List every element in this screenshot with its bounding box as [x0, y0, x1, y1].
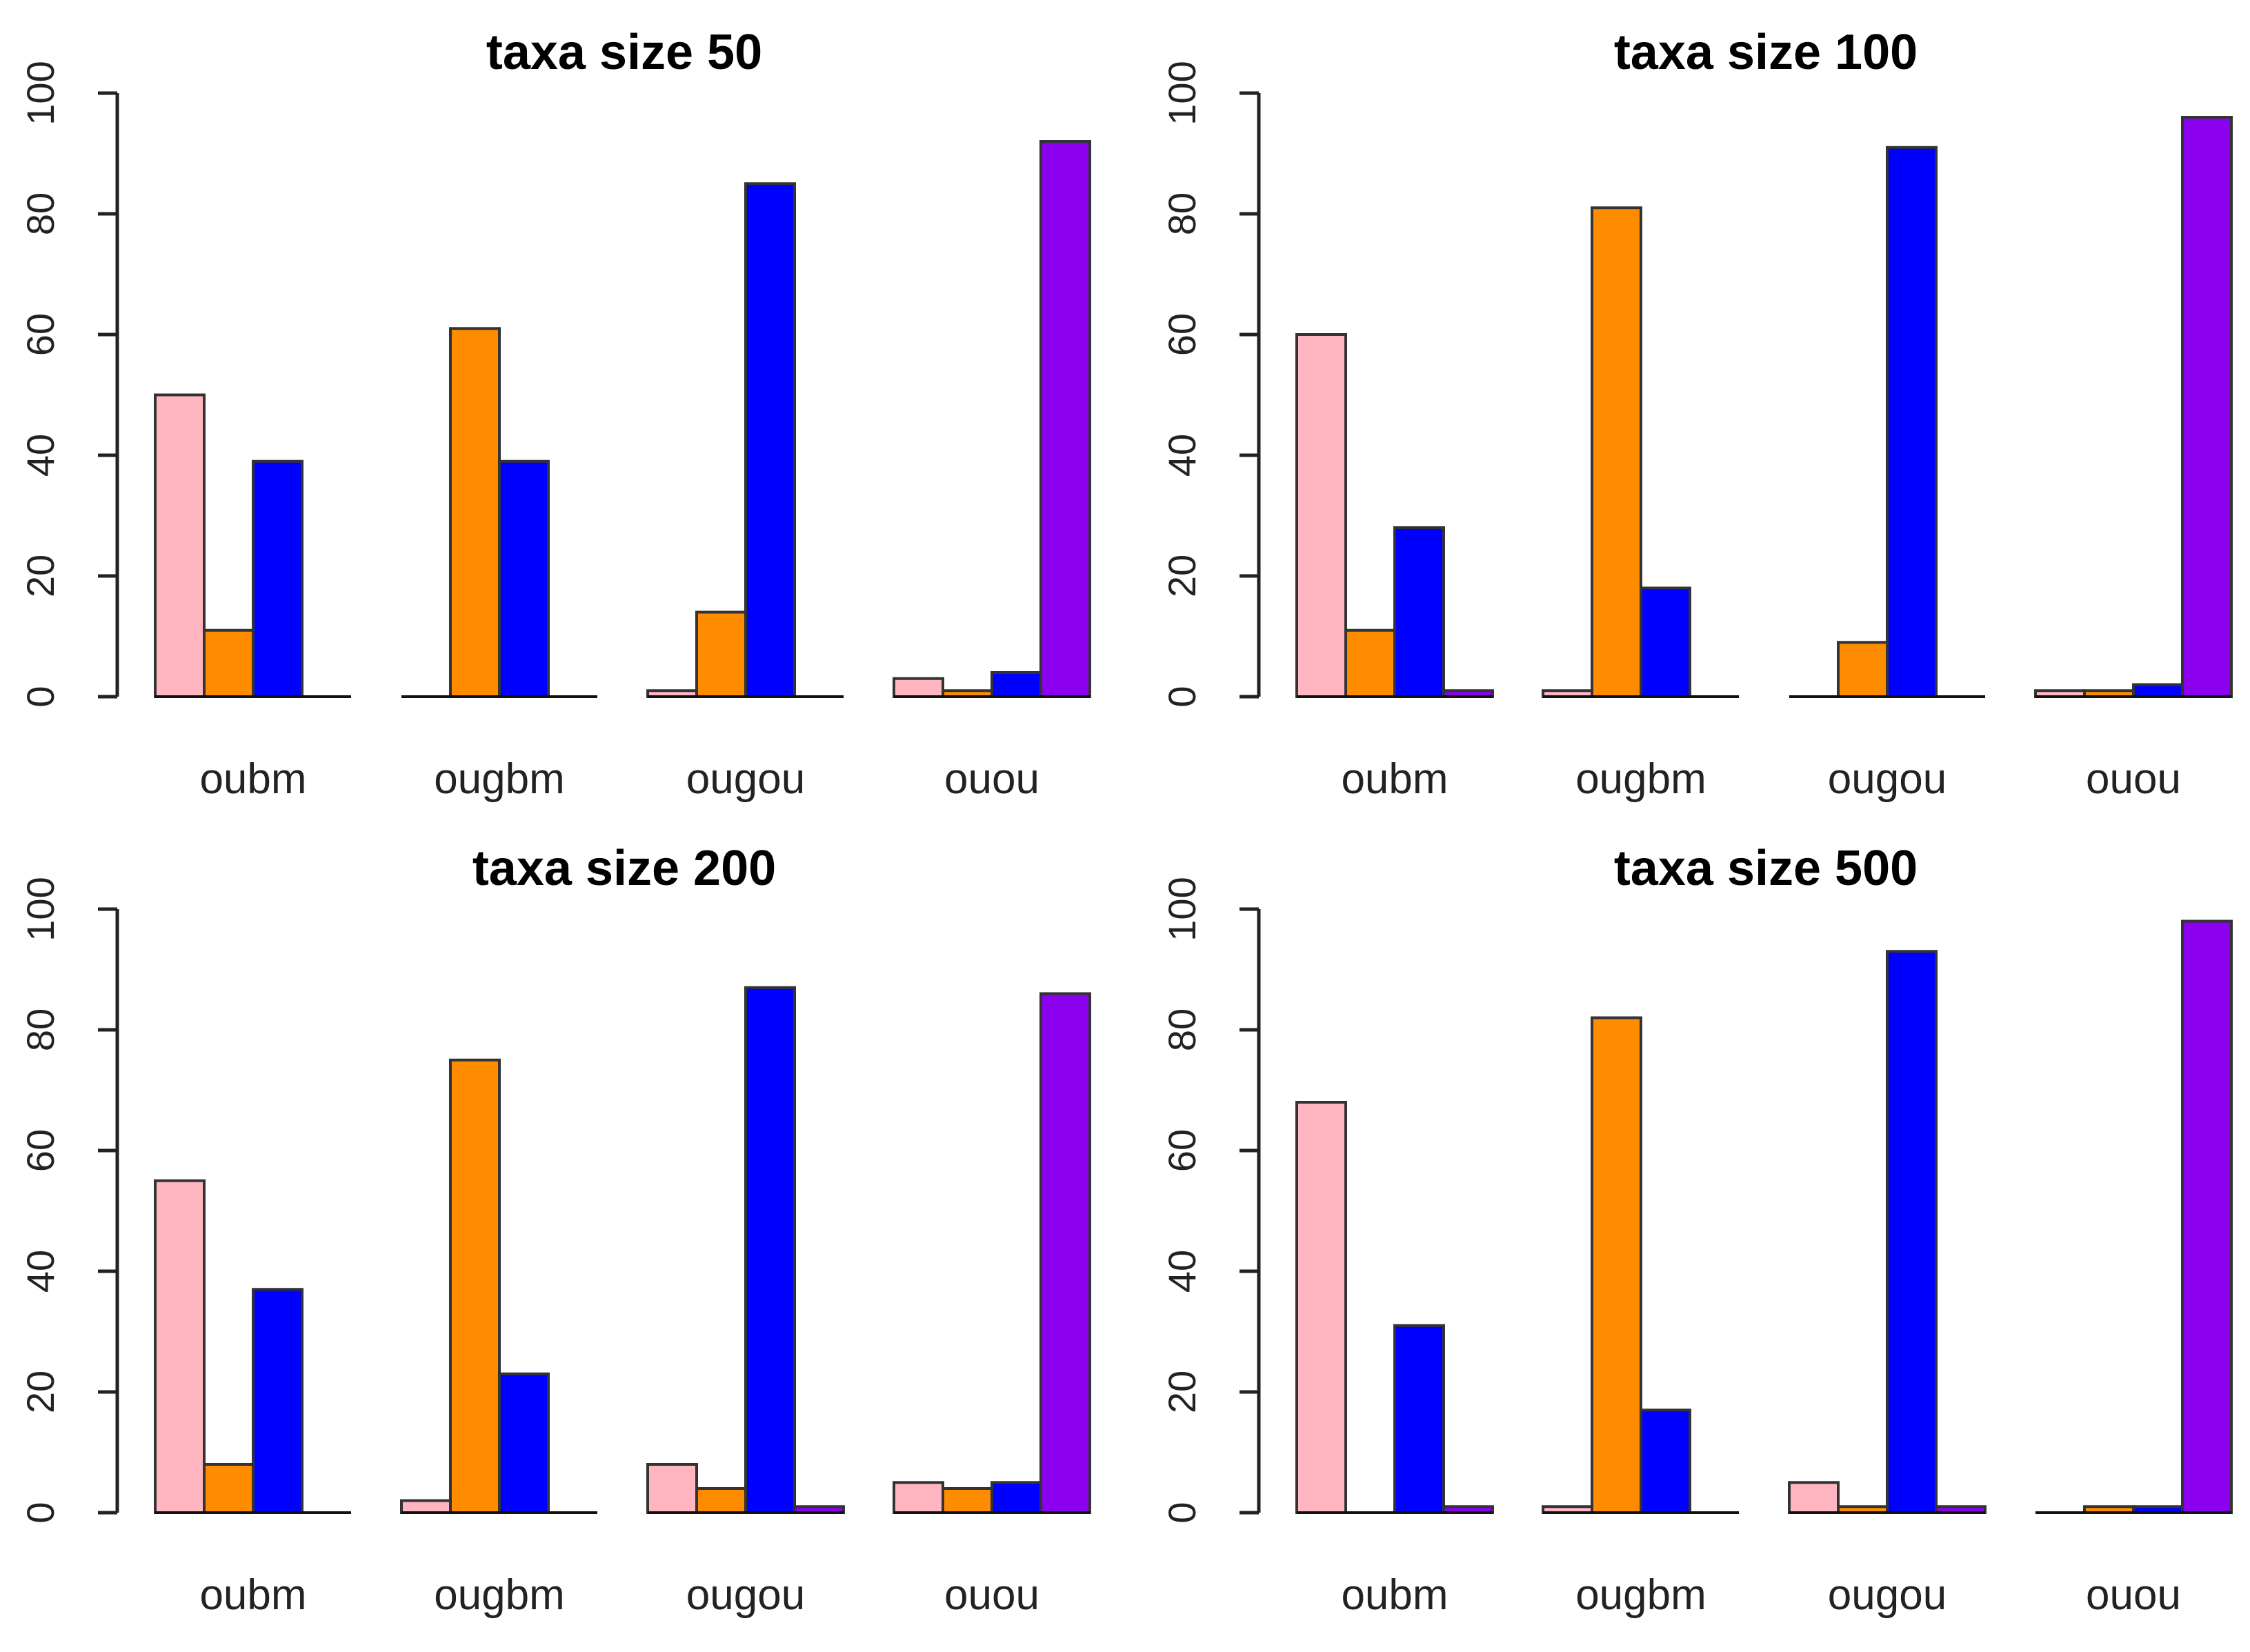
y-tick-label: 100 [19, 877, 62, 941]
bar-ougbm-s1 [400, 1499, 452, 1514]
category-label-ougou: ougou [686, 1571, 805, 1619]
bar-ougou-s1 [1788, 1481, 1840, 1514]
bar-ouou-s4 [2181, 919, 2233, 1514]
bar-ouou-s3 [990, 1481, 1042, 1514]
y-tick-label: 60 [1160, 1129, 1204, 1172]
bar-oubm-s1 [1295, 333, 1347, 698]
y-tick-label: 40 [19, 1250, 62, 1293]
category-label-ougbm: ougbm [434, 755, 565, 803]
chart-panel-1: taxa size 50 0 20 40 60 80 100 oubm ougbm ougou ou… [19, 25, 1091, 803]
chart-title: taxa size 200 [472, 841, 776, 896]
bar-ougou-s1 [646, 1463, 698, 1514]
bar-oubm-s2 [203, 1463, 255, 1514]
bar-ougou-s3 [744, 182, 796, 698]
bar-ougou-s2 [1837, 641, 1889, 698]
category-label-oubm: oubm [1341, 755, 1448, 803]
y-tick-label: 20 [1160, 555, 1204, 597]
y-tick-label: 60 [19, 313, 62, 356]
y-tick-label: 80 [19, 1008, 62, 1051]
bar-ougbm-s3 [1640, 586, 1691, 698]
bar-ouou-s1 [893, 677, 944, 698]
chart-title: taxa size 500 [1614, 841, 1918, 896]
y-tick-label: 60 [1160, 313, 1204, 356]
bar-ougbm-s2 [449, 327, 501, 698]
bar-ougbm-s2 [449, 1058, 501, 1514]
chart-panel-3: taxa size 200 0 20 40 60 80 100 oubm ougbm ougou o… [19, 841, 1091, 1619]
y-tick-label: 40 [1160, 1250, 1204, 1293]
bar-oubm-s3 [1393, 1324, 1445, 1514]
y-tick-label: 20 [1160, 1371, 1204, 1413]
category-label-oubm: oubm [1341, 1571, 1448, 1619]
y-tick-label: 20 [19, 1371, 62, 1413]
bar-oubm-s1 [1295, 1101, 1347, 1514]
category-label-ouou: ouou [944, 1571, 1039, 1619]
category-label-ougbm: ougbm [434, 1571, 565, 1619]
y-tick-label: 100 [1160, 61, 1204, 125]
bar-oubm-s1 [154, 1179, 206, 1514]
category-label-ouou: ouou [2086, 1571, 2181, 1619]
category-label-ougou: ougou [686, 755, 805, 803]
y-tick-label: 100 [1160, 877, 1204, 941]
y-tick-label: 100 [19, 61, 62, 125]
bar-ouou-s1 [893, 1481, 944, 1514]
bar-oubm-s2 [1344, 628, 1396, 698]
bar-oubm-s3 [1393, 526, 1445, 698]
chart-panel-2: taxa size 100 0 20 40 60 80 100 oubm ougbm ougou o… [1160, 25, 2233, 803]
bar-oubm-s3 [252, 1288, 303, 1514]
bar-ougou-s3 [744, 986, 796, 1514]
chart-title: taxa size 50 [486, 25, 762, 80]
y-tick-label: 40 [19, 434, 62, 477]
y-tick-label: 0 [19, 686, 62, 707]
chart-panel-4: taxa size 500 0 20 40 60 80 100 oubm ougbm ougou o… [1160, 841, 2233, 1619]
bar-oubm-s3 [252, 459, 303, 698]
y-tick-label: 20 [19, 555, 62, 597]
bar-ougou-s3 [1886, 146, 1938, 698]
y-tick-label: 0 [1160, 1502, 1204, 1523]
bar-ougou-s2 [695, 610, 747, 698]
bar-ouou-s4 [2181, 116, 2233, 698]
bar-ougbm-s3 [498, 1372, 550, 1514]
bar-ougbm-s2 [1591, 206, 1642, 698]
bar-ouou-s3 [990, 671, 1042, 698]
category-label-ouou: ouou [2086, 755, 2181, 803]
bar-ougbm-s2 [1591, 1016, 1642, 1514]
y-tick-label: 80 [19, 192, 62, 235]
bar-ougou-s3 [1886, 950, 1938, 1514]
category-label-oubm: oubm [199, 1571, 306, 1619]
y-tick-label: 40 [1160, 434, 1204, 477]
bar-ougou-s2 [695, 1487, 747, 1514]
y-tick-label: 0 [1160, 686, 1204, 707]
category-label-ougou: ougou [1828, 1571, 1947, 1619]
chart-title: taxa size 100 [1614, 25, 1918, 80]
y-tick-label: 80 [1160, 192, 1204, 235]
y-tick-label: 60 [19, 1129, 62, 1172]
category-label-ougbm: ougbm [1575, 755, 1706, 803]
bar-ouou-s2 [942, 1487, 993, 1514]
y-tick-label: 0 [19, 1502, 62, 1523]
category-label-ougou: ougou [1828, 755, 1947, 803]
y-tick-label: 80 [1160, 1008, 1204, 1051]
bar-ouou-s4 [1039, 140, 1091, 698]
bar-ouou-s3 [2132, 683, 2184, 698]
bar-ougbm-s3 [498, 459, 550, 698]
category-label-ougbm: ougbm [1575, 1571, 1706, 1619]
bar-oubm-s1 [154, 393, 206, 698]
category-label-oubm: oubm [199, 755, 306, 803]
category-label-ouou: ouou [944, 755, 1039, 803]
bar-ougbm-s3 [1640, 1409, 1691, 1514]
bar-oubm-s2 [203, 628, 255, 698]
bar-ouou-s4 [1039, 992, 1091, 1514]
